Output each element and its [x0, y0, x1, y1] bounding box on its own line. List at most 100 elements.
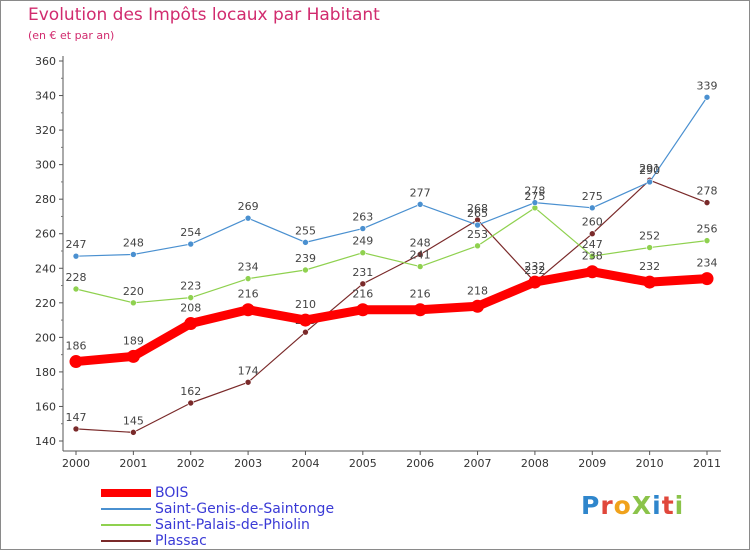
- data-point-plassac-2005: [359, 280, 367, 288]
- data-label-bois-2001: 189: [123, 334, 144, 347]
- data-point-bois-2010: [643, 275, 657, 289]
- data-point-plassac-2009: [588, 230, 596, 238]
- x-tick-label-2009: 2009: [578, 457, 606, 470]
- logo-letter: o: [613, 491, 632, 520]
- x-tick-label-2001: 2001: [119, 457, 147, 470]
- legend-item-saint-genis: Saint-Genis-de-Saintonge: [101, 501, 334, 517]
- data-point-saint-genis-de-saintonge-2007: [474, 221, 481, 229]
- series-line-saint-genis-de-saintonge: [75, 96, 708, 257]
- legend-swatch-saint-palais: [101, 524, 151, 526]
- x-tick-label-2004: 2004: [291, 457, 319, 470]
- y-tick-label-140: 140: [35, 435, 56, 448]
- data-point-bois-2001: [126, 349, 140, 363]
- data-label-plassac-2006: 248: [410, 236, 431, 249]
- data-point-bois-2004: [298, 313, 312, 327]
- x-tick-label-2005: 2005: [349, 457, 377, 470]
- data-label-saint-genis-de-saintonge-2000: 247: [66, 238, 87, 251]
- data-label-saint-palais-de-phiolin-2008: 275: [524, 190, 545, 203]
- data-label-saint-palais-de-phiolin-2006: 241: [410, 249, 431, 262]
- y-tick-label-280: 280: [35, 193, 56, 206]
- chart-title: Evolution des Impôts locaux par Habitant: [28, 5, 380, 25]
- data-label-saint-palais-de-phiolin-2003: 234: [238, 261, 259, 274]
- data-point-saint-genis-de-saintonge-2006: [416, 201, 424, 208]
- data-label-bois-2011: 234: [697, 257, 718, 270]
- data-point-saint-palais-de-phiolin-2009: [588, 252, 596, 260]
- data-label-plassac-2009: 260: [582, 216, 603, 229]
- y-tick-label-160: 160: [35, 400, 56, 413]
- x-tick-label-2006: 2006: [406, 457, 434, 470]
- data-point-plassac-2006: [416, 251, 424, 258]
- y-tick-label-260: 260: [35, 228, 56, 241]
- legend-swatch-bois: [101, 489, 151, 497]
- data-label-saint-genis-de-saintonge-2010: 290: [639, 164, 660, 177]
- data-point-saint-palais-de-phiolin-2007: [474, 242, 481, 250]
- data-point-bois-2000: [69, 355, 83, 369]
- y-tick-label-320: 320: [35, 124, 56, 137]
- y-tick-label-300: 300: [35, 159, 56, 172]
- legend-label-saint-palais: Saint-Palais-de-Phiolin: [155, 517, 310, 533]
- data-point-plassac-2011: [703, 199, 711, 206]
- legend-item-saint-palais: Saint-Palais-de-Phiolin: [101, 517, 310, 533]
- data-label-saint-palais-de-phiolin-2001: 220: [123, 285, 144, 298]
- data-label-saint-palais-de-phiolin-2004: 239: [295, 252, 316, 265]
- series-line-saint-palais-de-phiolin: [75, 207, 708, 304]
- data-point-plassac-2004: [302, 328, 309, 336]
- data-label-bois-2010: 232: [639, 260, 660, 273]
- data-label-bois-2009: 238: [582, 250, 603, 263]
- data-label-saint-genis-de-saintonge-2001: 248: [123, 236, 144, 249]
- data-label-saint-genis-de-saintonge-2009: 275: [582, 190, 603, 203]
- data-label-saint-genis-de-saintonge-2011: 339: [697, 79, 718, 92]
- logo-letter: P: [581, 491, 601, 520]
- x-tick-label-2003: 2003: [234, 457, 262, 470]
- legend-label-plassac: Plassac: [155, 533, 207, 549]
- data-point-saint-palais-de-phiolin-2006: [416, 263, 424, 270]
- logo-letter: i: [674, 491, 685, 520]
- data-point-bois-2008: [528, 275, 542, 289]
- data-point-saint-genis-de-saintonge-2004: [302, 239, 309, 246]
- data-point-saint-genis-de-saintonge-2005: [359, 225, 367, 232]
- data-point-plassac-2001: [130, 429, 137, 436]
- legend-item-plassac: Plassac: [101, 533, 207, 549]
- legend-label-saint-genis: Saint-Genis-de-Saintonge: [155, 501, 335, 517]
- data-point-bois-2005: [356, 303, 370, 317]
- data-point-saint-palais-de-phiolin-2010: [646, 244, 653, 251]
- y-tick-label-180: 180: [35, 366, 56, 379]
- data-label-saint-palais-de-phiolin-2009: 247: [582, 238, 603, 251]
- data-point-bois-2011: [700, 272, 714, 286]
- y-tick-label-240: 240: [35, 262, 56, 275]
- series-line-plassac: [75, 179, 708, 433]
- logo-letter: i: [652, 491, 662, 520]
- x-tick-label-2010: 2010: [636, 457, 664, 470]
- data-label-bois-2002: 208: [180, 302, 201, 315]
- data-point-saint-palais-de-phiolin-2004: [302, 266, 309, 274]
- data-point-saint-genis-de-saintonge-2011: [703, 93, 711, 101]
- proxiti-logo: ProXiti: [581, 491, 684, 520]
- data-label-saint-genis-de-saintonge-2003: 269: [238, 200, 259, 213]
- data-point-bois-2006: [413, 303, 427, 317]
- data-label-plassac-2007: 268: [467, 202, 488, 215]
- data-label-saint-palais-de-phiolin-2000: 228: [66, 271, 87, 284]
- logo-letter: X: [631, 491, 653, 520]
- data-point-saint-genis-de-saintonge-2000: [72, 252, 80, 260]
- logo-letter: t: [661, 491, 675, 520]
- data-label-saint-genis-de-saintonge-2002: 254: [180, 226, 201, 239]
- data-point-saint-genis-de-saintonge-2008: [531, 199, 539, 206]
- legend-item-bois: BOIS: [101, 485, 188, 501]
- data-point-bois-2007: [471, 299, 485, 313]
- data-point-saint-palais-de-phiolin-2003: [244, 275, 252, 282]
- data-label-saint-genis-de-saintonge-2004: 255: [295, 224, 316, 237]
- data-point-saint-genis-de-saintonge-2009: [588, 204, 596, 212]
- data-label-plassac-2010: 291: [639, 162, 660, 175]
- data-point-saint-palais-de-phiolin-2000: [72, 285, 80, 293]
- data-label-saint-palais-de-phiolin-2005: 249: [352, 235, 373, 248]
- data-label-plassac-2000: 147: [66, 411, 87, 424]
- data-label-saint-genis-de-saintonge-2006: 277: [410, 186, 431, 199]
- x-tick-label-2011: 2011: [693, 457, 721, 470]
- data-label-saint-genis-de-saintonge-2007: 265: [467, 207, 488, 220]
- data-label-saint-palais-de-phiolin-2010: 252: [639, 230, 660, 243]
- data-label-bois-2007: 218: [467, 284, 488, 297]
- data-point-plassac-2002: [187, 399, 195, 407]
- data-label-saint-palais-de-phiolin-2007: 253: [467, 228, 488, 241]
- data-label-plassac-2008: 232: [524, 264, 545, 277]
